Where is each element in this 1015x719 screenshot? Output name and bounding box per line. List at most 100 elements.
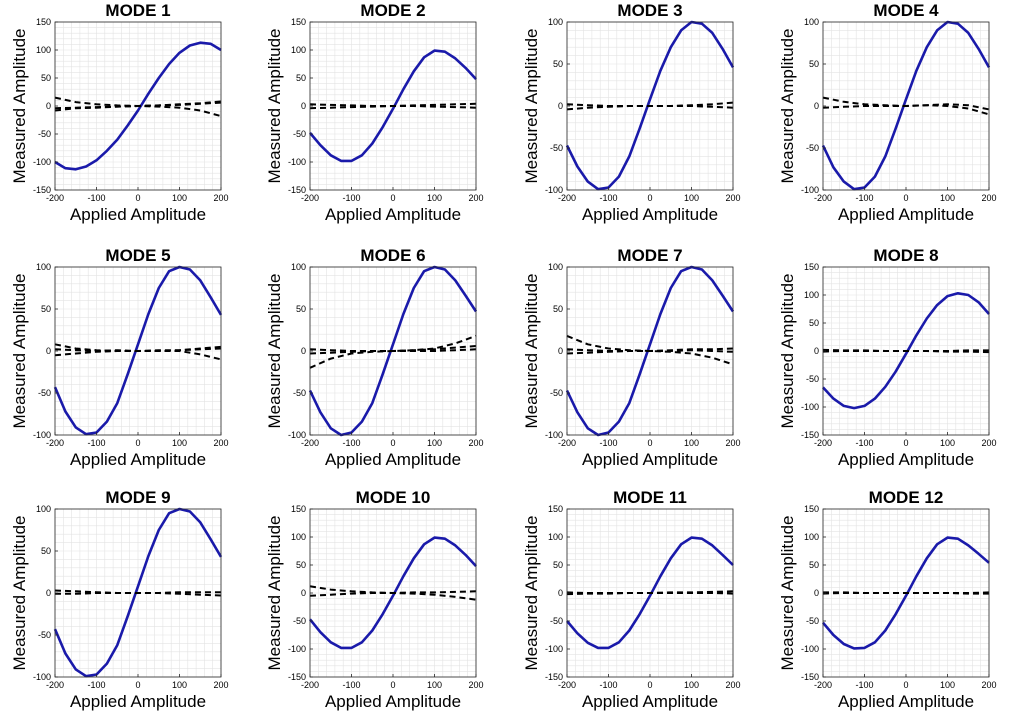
y-tick-label: 0	[558, 588, 563, 598]
y-tick-label: -50	[38, 388, 51, 398]
y-tick-label: -50	[550, 143, 563, 153]
y-tick-label: 50	[41, 304, 51, 314]
chart-title: MODE 1	[105, 1, 170, 20]
x-tick-label: 200	[725, 193, 740, 203]
x-tick-label: -200	[814, 193, 832, 203]
y-tick-label: 100	[291, 262, 306, 272]
y-tick-label: 50	[41, 73, 51, 83]
series-line-dashed-2	[566, 103, 734, 109]
y-tick-label: -100	[801, 402, 819, 412]
y-tick-label: -150	[288, 185, 306, 195]
x-tick-label: -100	[87, 193, 105, 203]
chart-title: MODE 4	[873, 1, 939, 20]
y-tick-label: -150	[33, 185, 51, 195]
y-tick-label: 0	[46, 588, 51, 598]
series-line-dashed-2	[566, 591, 734, 595]
y-tick-label: 0	[46, 346, 51, 356]
series-line-dashed-2	[822, 591, 990, 595]
x-tick-label: 100	[172, 438, 187, 448]
x-axis-label: Applied Amplitude	[325, 692, 461, 711]
y-tick-label: 100	[548, 532, 563, 542]
x-axis-label: Applied Amplitude	[838, 692, 974, 711]
x-tick-label: 0	[390, 438, 395, 448]
y-tick-label: 0	[558, 101, 563, 111]
y-tick-label: 0	[301, 588, 306, 598]
series-line-main	[309, 49, 477, 163]
chart-title: MODE 8	[873, 246, 938, 265]
x-tick-label: 200	[725, 438, 740, 448]
chart-title: MODE 5	[105, 246, 170, 265]
series-line-dashed-3	[54, 347, 222, 352]
x-tick-label: -100	[855, 680, 873, 690]
x-tick-label: 200	[981, 438, 996, 448]
series-line-main	[53, 265, 223, 436]
x-tick-label: 200	[981, 680, 996, 690]
x-tick-label: -100	[599, 438, 617, 448]
chart-title: MODE 10	[356, 488, 431, 507]
y-tick-label: 100	[548, 17, 563, 27]
x-tick-label: 200	[468, 438, 483, 448]
x-tick-label: 0	[135, 680, 140, 690]
x-axis-label: Applied Amplitude	[838, 450, 974, 469]
subplot-mode-8: -200 -100 0 100 200 -150 -100 -50 0 50 100 150 MODE …	[778, 246, 997, 469]
x-tick-label: -200	[558, 193, 576, 203]
y-tick-label: 100	[36, 45, 51, 55]
y-tick-label: -100	[288, 430, 306, 440]
series-line-main	[53, 507, 223, 678]
x-tick-label: 0	[903, 680, 908, 690]
chart-title: MODE 2	[360, 1, 425, 20]
y-tick-label: 150	[36, 17, 51, 27]
y-tick-label: 100	[291, 45, 306, 55]
y-tick-label: -50	[550, 388, 563, 398]
y-axis-label: Measured Amplitude	[10, 516, 29, 671]
y-tick-label: -50	[38, 630, 51, 640]
y-tick-label: 100	[548, 262, 563, 272]
series-line-main	[565, 20, 735, 191]
x-axis-label: Applied Amplitude	[838, 205, 974, 224]
subplot-mode-12: -200 -100 0 100 200 -150 -100 -50 0 50 100 150 MODE …	[778, 488, 997, 711]
y-axis-label: Measured Amplitude	[265, 516, 284, 671]
y-tick-label: -50	[293, 616, 306, 626]
series-line-main	[822, 536, 990, 650]
x-tick-label: -100	[87, 680, 105, 690]
chart-title: MODE 3	[617, 1, 682, 20]
x-tick-label: -100	[87, 438, 105, 448]
series-line-dashed-2	[822, 103, 990, 111]
subplot-mode-11: -200 -100 0 100 200 -150 -100 -50 0 50 100 150 MODE …	[522, 488, 741, 711]
x-tick-label: 100	[684, 438, 699, 448]
y-tick-label: 100	[36, 262, 51, 272]
x-axis-label: Applied Amplitude	[582, 205, 718, 224]
x-tick-label: 0	[647, 680, 652, 690]
y-tick-label: 50	[809, 318, 819, 328]
y-tick-label: 0	[814, 101, 819, 111]
x-tick-label: -100	[342, 193, 360, 203]
y-tick-label: 100	[36, 504, 51, 514]
x-tick-label: 0	[647, 193, 652, 203]
y-axis-label: Measured Amplitude	[778, 29, 797, 184]
x-tick-label: -200	[46, 193, 64, 203]
y-tick-label: 0	[301, 346, 306, 356]
y-axis-label: Measured Amplitude	[522, 516, 541, 671]
chart-title: MODE 6	[360, 246, 425, 265]
x-tick-label: 100	[940, 193, 955, 203]
x-axis-label: Applied Amplitude	[582, 450, 718, 469]
y-axis-label: Measured Amplitude	[10, 29, 29, 184]
x-tick-label: 0	[903, 193, 908, 203]
x-axis-label: Applied Amplitude	[325, 205, 461, 224]
series-line-main	[822, 291, 990, 410]
y-tick-label: 50	[296, 560, 306, 570]
x-tick-label: -200	[46, 680, 64, 690]
x-tick-label: 0	[903, 438, 908, 448]
y-tick-label: 0	[301, 101, 306, 111]
y-tick-label: 100	[804, 17, 819, 27]
x-tick-label: -100	[342, 680, 360, 690]
series-line-dashed-3	[54, 101, 222, 110]
x-tick-label: 100	[427, 438, 442, 448]
x-tick-label: -200	[301, 438, 319, 448]
y-tick-label: 150	[548, 504, 563, 514]
x-tick-label: 200	[468, 193, 483, 203]
